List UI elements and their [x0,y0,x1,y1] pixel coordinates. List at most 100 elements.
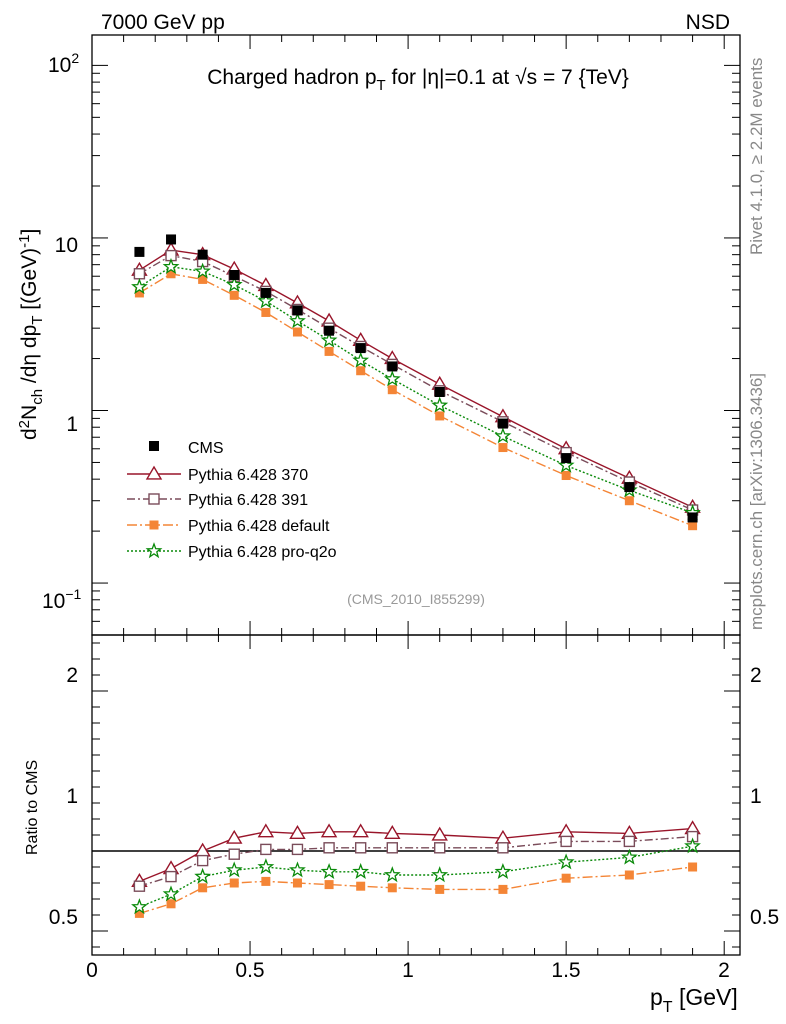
ratio-1-point-8 [386,842,398,854]
series-2-point-2 [198,274,208,284]
ratio-1-point-5 [291,843,304,856]
ratio-2-point-3 [229,878,239,888]
ratio-1-point-12 [623,835,636,848]
ratio-2-point-10 [498,884,508,894]
series-line-1 [139,254,693,511]
axis-ticks [91,35,740,955]
series-3-point-7 [352,351,370,368]
x-tick-label-0: 0 [86,959,98,982]
legend-marker-3 [145,542,163,559]
series-2-point-7 [356,366,366,376]
cms-point-9 [434,386,445,397]
cms-point-3 [229,269,240,280]
ratio-0-point-4 [257,823,275,838]
ratio-0-point-6 [320,823,338,838]
ratio-0-point-5 [289,825,306,839]
ratio-plot-frame [91,634,741,956]
series-3-point-3 [225,275,243,292]
ratio-0-point-7 [352,823,369,838]
cms-point-13 [687,512,698,523]
series-2-point-5 [292,327,302,337]
ratio-3-point-4 [257,858,275,875]
ratio-0-point-8 [384,825,401,839]
ratio-2-point-6 [324,880,334,890]
series-2-point-12 [624,496,634,506]
ratio-series-group [131,820,701,918]
series-3-point-2 [194,262,212,279]
ratio-3-point-2 [194,867,212,884]
ratio-2-point-2 [198,883,208,893]
ratio-1-point-1 [165,870,177,883]
series-3-point-5 [289,312,306,329]
series-2-point-11 [561,471,571,481]
y-tick-label-0.1: 10−1 [42,586,82,613]
ratio-1-point-6 [323,842,335,854]
ratio-1-point-2 [196,854,209,867]
header-process-label: NSD [686,11,730,34]
legend-label-series-2: Pythia 6.428 default [188,518,330,535]
series-2-point-13 [688,521,698,531]
y-tick-label-1: 1 [66,413,78,436]
ratio-tick-label-1-right: 1 [750,785,762,808]
cms-point-7 [355,343,366,354]
rivet-version-label: Rivet 4.1.0, ≥ 2.2M events [747,58,766,255]
ratio-y-axis-label: Ratio to CMS [24,760,41,855]
chart-title: Charged hadron pT for |η|=0.1 at √s = 7 … [207,66,629,94]
legend-items [127,465,181,559]
series-2-point-10 [498,443,508,453]
x-tick-label-2: 2 [718,959,730,982]
ratio-3-point-1 [162,885,180,902]
ratio-3-point-11 [557,853,575,870]
ratio-3-point-5 [289,861,306,878]
header-energy-label: 7000 GeV pp [101,11,225,34]
legend: CMS Pythia 6.428 370 Pythia 6.428 391 Py… [127,440,337,561]
series-3-point-8 [383,370,401,387]
legend-cms-marker [149,441,159,451]
series-2-point-0 [134,288,144,298]
series-3-point-0 [131,277,148,295]
ratio-0-point-11 [557,823,575,838]
legend-label-series-3: Pythia 6.428 pro-q2o [188,544,337,561]
series-3-point-6 [320,331,338,348]
ratio-1-point-11 [560,835,572,848]
ratio-3-point-0 [131,898,148,915]
series-2-point-6 [324,346,334,356]
ratio-1-point-4 [260,843,272,856]
ratio-tick-label-0.5-left: 0.5 [49,906,78,929]
ratio-3-point-9 [431,866,449,883]
ratio-3-point-10 [494,862,512,880]
ratio-0-point-3 [226,829,243,844]
series-2-point-9 [435,411,445,421]
legend-marker-1 [148,493,160,505]
legend-marker-0 [145,465,163,480]
ratio-line-1 [139,835,693,887]
ratio-1-point-10 [497,842,509,854]
ratio-2-point-9 [435,884,445,894]
series-line-3 [139,266,693,514]
series-3-point-9 [431,396,449,413]
cms-point-5 [292,305,303,316]
analysis-tag: (CMS_2010_I855299) [347,591,485,607]
cms-point-4 [260,287,271,298]
x-axis-label: pT [GeV] [650,984,738,1016]
ratio-0-point-2 [194,842,211,857]
y-axis-label: d2Nch /dη dpT [(GeV)-1] [16,229,46,440]
series-2-point-4 [261,307,271,317]
ratio-3-point-13 [684,837,701,854]
ratio-3-point-6 [320,862,338,880]
legend-label-cms: CMS [188,440,224,457]
cms-point-6 [324,325,335,336]
ratio-tick-label-2-right: 2 [750,664,762,687]
ratio-2-point-8 [387,883,397,893]
ratio-line-3 [139,845,693,908]
ratio-2-point-0 [134,908,144,918]
ratio-1-point-7 [354,842,367,854]
x-tick-label-0.5: 0.5 [235,959,264,982]
ratio-1-point-3 [228,848,240,860]
series-line-2 [139,273,693,527]
legend-label-series-0: Pythia 6.428 370 [188,467,308,484]
series-2-point-1 [166,269,176,279]
ratio-2-point-7 [356,881,366,891]
cms-point-12 [624,482,635,493]
